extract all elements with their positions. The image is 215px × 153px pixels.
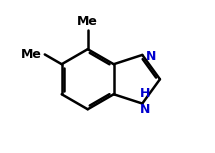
Text: Me: Me [77,15,98,28]
Text: N: N [146,50,156,63]
Text: Me: Me [21,48,42,61]
Text: N: N [140,103,150,116]
Text: H: H [140,87,150,100]
